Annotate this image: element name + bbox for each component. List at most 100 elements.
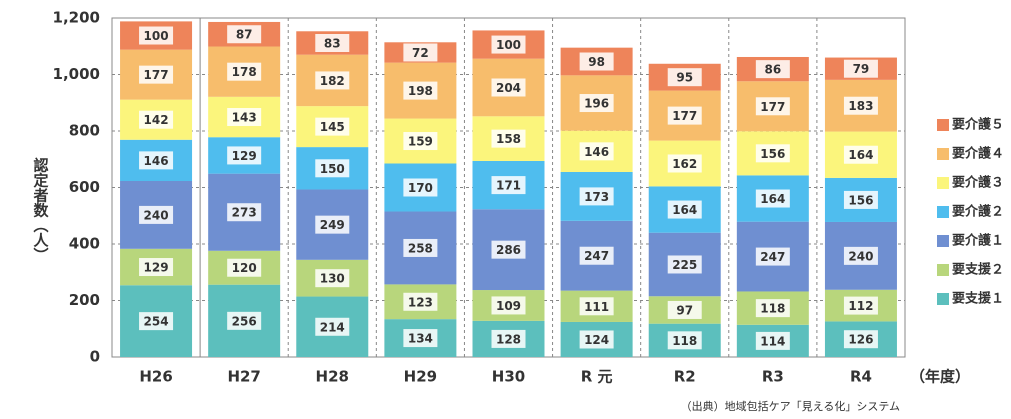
value-label: 72	[412, 46, 429, 60]
x-axis-label: （年度）	[910, 368, 970, 386]
value-label-box	[315, 117, 350, 136]
value-label-box	[843, 59, 878, 78]
value-label-box	[667, 331, 702, 350]
value-label: 100	[496, 38, 521, 52]
value-label: 83	[324, 37, 341, 51]
y-tick-label: 600	[69, 178, 100, 196]
value-label-box	[667, 255, 702, 274]
value-label: 79	[853, 62, 870, 76]
value-label: 146	[584, 145, 609, 159]
value-label-box	[755, 189, 790, 208]
value-label: 286	[496, 243, 521, 257]
value-label-box	[227, 62, 262, 81]
value-label-box	[315, 215, 350, 234]
value-label-box	[403, 81, 438, 100]
x-tick-label: H28	[316, 368, 349, 386]
value-label-box	[667, 300, 702, 319]
x-tick-label: R2	[674, 368, 696, 386]
value-label: 120	[232, 261, 257, 275]
value-label-box	[139, 258, 174, 277]
value-label-box	[227, 25, 262, 44]
value-label-box	[491, 329, 526, 348]
x-tick-label: H30	[492, 368, 525, 386]
value-label-box	[139, 205, 174, 224]
value-label-box	[579, 142, 614, 161]
value-label: 164	[760, 192, 785, 206]
value-label: 87	[236, 28, 253, 42]
value-label-box	[579, 187, 614, 206]
value-label-box	[755, 60, 790, 79]
value-label-box	[315, 71, 350, 90]
value-label-box	[579, 246, 614, 265]
value-label-box	[403, 238, 438, 257]
value-label: 196	[584, 97, 609, 111]
value-label-box	[403, 43, 438, 62]
y-tick-label: 0	[90, 348, 100, 366]
value-label: 240	[848, 249, 873, 263]
value-label: 171	[496, 179, 521, 193]
legend-swatch	[937, 235, 949, 247]
value-label-box	[139, 110, 174, 129]
x-tick-label: H27	[227, 368, 260, 386]
value-label: 156	[760, 147, 785, 161]
legend-label: 要支援１	[952, 291, 1004, 307]
value-label-box	[491, 78, 526, 97]
value-label: 124	[584, 333, 609, 347]
value-label-box	[491, 240, 526, 259]
value-label: 204	[496, 81, 521, 95]
value-label-box	[403, 329, 438, 348]
value-label: 158	[496, 132, 521, 146]
value-label-box	[491, 296, 526, 315]
value-label-box	[491, 176, 526, 195]
value-label: 178	[232, 65, 257, 79]
value-label: 256	[232, 314, 257, 328]
value-label: 150	[320, 162, 345, 176]
value-label: 225	[672, 258, 697, 272]
value-label-box	[139, 312, 174, 331]
value-label: 118	[760, 302, 785, 316]
value-label: 95	[676, 71, 693, 85]
value-label-box	[315, 317, 350, 336]
value-label: 247	[760, 250, 785, 264]
legend-label: 要支援２	[952, 262, 1004, 278]
value-label-box	[139, 26, 174, 45]
value-label-box	[315, 34, 350, 53]
value-label-box	[755, 299, 790, 318]
value-label: 129	[144, 261, 169, 275]
legend-swatch	[937, 148, 949, 160]
legend-swatch	[937, 293, 949, 305]
value-label: 247	[584, 249, 609, 263]
value-label: 130	[320, 272, 345, 286]
x-tick-label: R4	[850, 368, 872, 386]
value-label: 170	[408, 181, 433, 195]
value-label-box	[403, 292, 438, 311]
value-label-box	[667, 154, 702, 173]
value-label: 109	[496, 299, 521, 313]
value-label-box	[843, 190, 878, 209]
value-label: 111	[584, 300, 609, 314]
y-tick-label: 1,200	[53, 9, 100, 27]
value-label: 146	[144, 154, 169, 168]
value-label: 145	[320, 120, 345, 134]
value-label: 182	[320, 74, 345, 88]
value-label: 86	[764, 63, 781, 77]
y-tick-label: 800	[69, 122, 100, 140]
legend-label: 要介護２	[952, 204, 1004, 220]
x-tick-label: R3	[762, 368, 784, 386]
value-label-box	[667, 200, 702, 219]
value-label: 97	[676, 303, 693, 317]
value-label: 177	[144, 68, 169, 82]
value-label-box	[755, 144, 790, 163]
legend-swatch	[937, 206, 949, 218]
value-label: 273	[232, 206, 257, 220]
value-label: 162	[672, 157, 697, 171]
value-label: 240	[144, 208, 169, 222]
value-label-box	[843, 296, 878, 315]
value-label-box	[227, 258, 262, 277]
value-label-box	[579, 94, 614, 113]
value-label: 114	[760, 334, 785, 348]
value-label: 142	[144, 113, 169, 127]
value-label-box	[491, 35, 526, 54]
legend-label: 要介護５	[952, 117, 1004, 133]
